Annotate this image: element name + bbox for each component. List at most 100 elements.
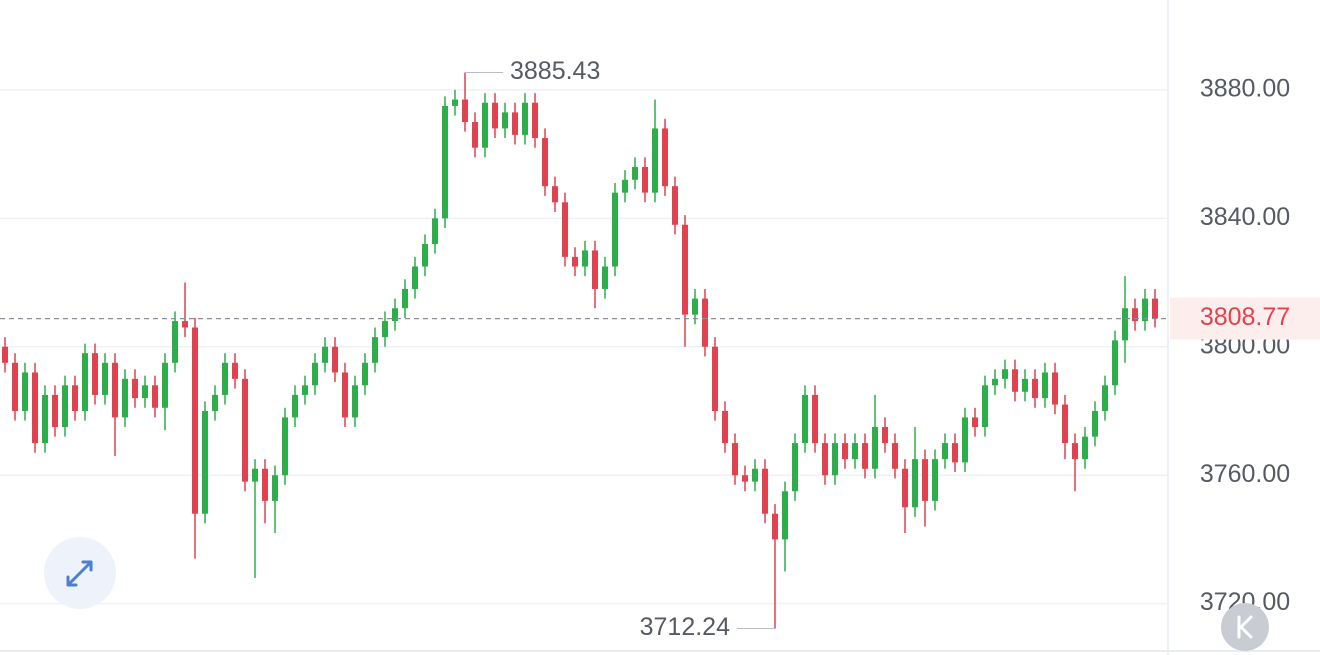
candle-body: [962, 417, 968, 463]
candle-body: [122, 378, 128, 418]
y-tick-label: 3760.00: [1200, 460, 1290, 488]
candle-body: [72, 385, 78, 411]
candle-body: [932, 459, 938, 501]
candle-body: [742, 475, 748, 482]
candle-body: [352, 385, 358, 418]
candle-body: [202, 410, 208, 514]
candle-body: [1142, 298, 1148, 322]
candle-body: [662, 128, 668, 187]
candle-body: [152, 385, 158, 408]
candle-body: [562, 202, 568, 257]
candle-body: [632, 166, 638, 180]
candle-body: [542, 138, 548, 187]
min-label: 3712.24: [640, 613, 730, 641]
candle-body: [1062, 404, 1068, 444]
candle-body: [392, 308, 398, 322]
candle-body: [902, 468, 908, 508]
candle-body: [382, 321, 388, 338]
y-tick-label: 3880.00: [1200, 75, 1290, 103]
candle-body: [102, 362, 108, 395]
candle-body: [992, 378, 998, 386]
candle-body: [112, 362, 118, 418]
candle-body: [342, 372, 348, 418]
candle-body: [572, 256, 578, 267]
candle-body: [1092, 410, 1098, 437]
candle-body: [1042, 372, 1048, 399]
candle-body: [692, 298, 698, 315]
candle-body: [732, 443, 738, 476]
candle-body: [682, 224, 688, 315]
candle-body: [442, 105, 448, 219]
candle-body: [92, 353, 98, 395]
candle-body: [302, 385, 308, 395]
candle-body: [872, 427, 878, 469]
candle-body: [1072, 443, 1078, 460]
candle-body: [1052, 372, 1058, 405]
candle-body: [162, 362, 168, 408]
candle-body: [292, 394, 298, 418]
candle-body: [362, 362, 368, 386]
candle-body: [592, 250, 598, 289]
candle-body: [402, 288, 408, 309]
candle-body: [552, 186, 558, 203]
candle-body: [182, 321, 188, 328]
candle-body: [422, 244, 428, 267]
candle-body: [812, 394, 818, 444]
candle-body: [582, 250, 588, 267]
candle-body: [262, 468, 268, 501]
candle-body: [912, 459, 918, 508]
candle-body: [22, 372, 28, 411]
candle-body: [132, 378, 138, 399]
candle-body: [522, 102, 528, 135]
candle-body: [672, 186, 678, 225]
candle-body: [282, 417, 288, 476]
candle-body: [252, 468, 258, 482]
expand-button[interactable]: [44, 537, 116, 609]
candle-body: [502, 112, 508, 129]
candle-body: [892, 443, 898, 469]
candle-body: [882, 427, 888, 444]
y-tick-label: 3840.00: [1200, 203, 1290, 231]
candle-body: [232, 362, 238, 379]
candle-body: [312, 362, 318, 386]
candle-body: [32, 372, 38, 444]
candle-body: [792, 443, 798, 492]
current-price-label: 3808.77: [1200, 303, 1290, 331]
candle-body: [772, 513, 778, 540]
candle-body: [1102, 385, 1108, 411]
candle-body: [212, 394, 218, 411]
candle-body: [612, 192, 618, 267]
candle-body: [482, 102, 488, 148]
candle-body: [782, 491, 788, 540]
candle-body: [952, 443, 958, 463]
candle-body: [2, 346, 8, 363]
candle-body: [1012, 369, 1018, 392]
candle-body: [532, 102, 538, 139]
max-label: 3885.43: [510, 57, 600, 85]
candle-body: [832, 443, 838, 476]
candle-body: [42, 394, 48, 444]
candle-body: [702, 298, 708, 347]
candle-body: [372, 337, 378, 363]
candle-body: [1122, 308, 1128, 341]
candle-body: [412, 266, 418, 289]
candle-body: [1112, 340, 1118, 386]
candle-body: [1002, 369, 1008, 379]
candle-body: [852, 443, 858, 460]
candle-body: [242, 378, 248, 482]
candle-body: [862, 443, 868, 469]
candle-body: [652, 128, 658, 193]
candle-body: [82, 353, 88, 411]
candle-body: [1022, 378, 1028, 392]
candle-body: [942, 443, 948, 460]
candle-body: [452, 99, 458, 106]
candle-body: [712, 346, 718, 411]
candle-body: [602, 266, 608, 289]
candle-body: [172, 321, 178, 363]
candle-body: [512, 112, 518, 135]
candles: [2, 72, 1158, 629]
candle-body: [822, 443, 828, 476]
k-button[interactable]: [1221, 603, 1269, 651]
